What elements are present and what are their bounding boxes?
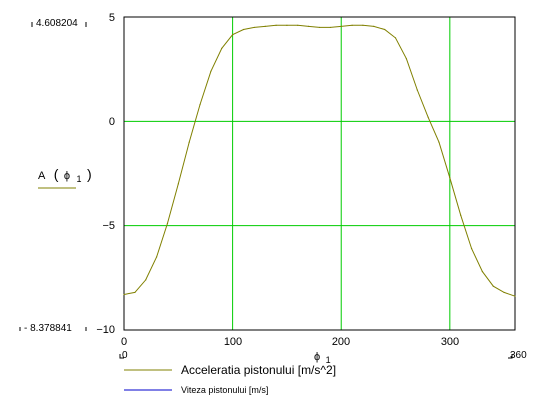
data-point (221, 47, 223, 49)
data-points (123, 24, 516, 297)
data-point (373, 25, 375, 27)
data-point (166, 222, 169, 225)
grid (124, 17, 515, 330)
y-tick-label: 0 (109, 116, 115, 128)
x-tick-label: 200 (332, 336, 350, 348)
y-min-limit-label: - 8.378841 (24, 323, 72, 334)
data-point (329, 26, 331, 29)
x-axis-label: ϕ 1 (314, 347, 331, 365)
data-point (286, 24, 288, 26)
data-point (177, 183, 179, 185)
data-point (394, 37, 397, 39)
data-point (308, 25, 310, 27)
data-point (232, 34, 234, 36)
legend-label-acceleration: Acceleratia pistonului [m/s^2] (181, 363, 336, 377)
plot-area (123, 16, 516, 331)
data-point (384, 28, 386, 31)
data-point (438, 141, 440, 143)
legend-label-speed: Viteza pistonului [m/s] (181, 385, 268, 395)
series-line-acceleration (123, 24, 516, 297)
data-point (188, 141, 190, 143)
x-min-limit-label: 0 (122, 350, 128, 361)
y-max-limit-label: 4.608204 (36, 18, 78, 29)
data-point (351, 24, 353, 26)
data-point (449, 177, 451, 179)
data-point (123, 293, 125, 296)
limit-bracket (119, 354, 124, 359)
y-axis-label: A ( ϕ 1 ) (38, 166, 92, 186)
data-point (297, 24, 299, 26)
x-tick-label: 0 (121, 336, 127, 348)
y-tick-label: −10 (96, 324, 115, 336)
data-point (460, 214, 462, 216)
x-max-limit-label: 360 (510, 350, 527, 361)
data-point (416, 89, 418, 91)
x-tick-label: 300 (441, 336, 459, 348)
data-point (362, 24, 364, 26)
limit-bracket (508, 354, 513, 359)
data-point (503, 291, 505, 294)
legend: Acceleratia pistonului [m/s^2] Viteza pi… (124, 363, 336, 395)
data-point (514, 295, 516, 297)
data-point (199, 104, 201, 106)
x-tick-label: 100 (224, 336, 242, 348)
data-point (492, 285, 494, 287)
data-point (427, 116, 429, 118)
data-point (264, 25, 266, 27)
data-point (470, 248, 473, 250)
y-tick-label: 5 (109, 12, 115, 24)
data-point (210, 70, 212, 72)
data-point (145, 279, 147, 281)
data-point (481, 270, 484, 273)
data-point (242, 28, 245, 31)
data-point (318, 26, 321, 29)
data-point (405, 58, 407, 60)
limit-bracket (31, 22, 87, 27)
data-point (155, 256, 158, 258)
data-point (253, 26, 255, 29)
y-tick-label: −5 (102, 220, 115, 232)
data-point (134, 291, 136, 294)
data-point (340, 25, 342, 27)
limit-bracket (19, 327, 87, 331)
data-point (275, 24, 277, 26)
